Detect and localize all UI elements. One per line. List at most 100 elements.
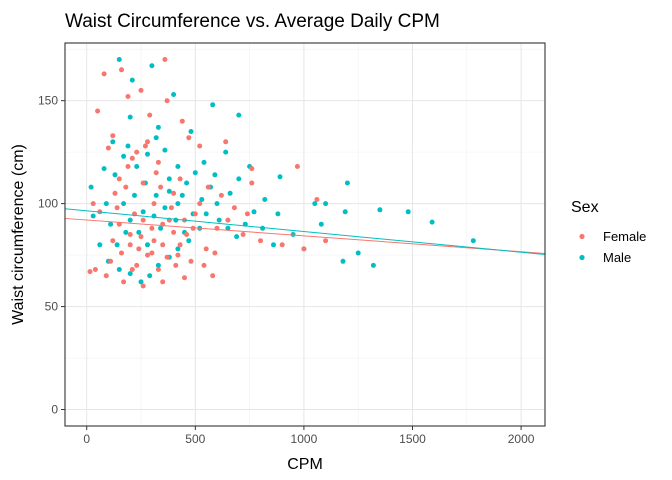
data-point-male [355, 250, 361, 256]
data-point-female [225, 217, 231, 223]
data-point-female [127, 232, 133, 237]
data-point-male [312, 201, 318, 207]
data-point-male [125, 143, 131, 149]
chart-title: Waist Circumference vs. Average Daily CP… [65, 11, 440, 32]
data-point-female [160, 242, 166, 248]
data-point-female [155, 267, 161, 272]
data-point-female [231, 205, 237, 211]
data-point-male [103, 201, 109, 207]
data-point-male [251, 209, 257, 215]
data-point-male [216, 217, 222, 223]
data-point-male [145, 151, 150, 157]
data-point-female [249, 180, 255, 186]
x-tick-label: 1000 [291, 432, 318, 446]
data-point-male [214, 201, 220, 207]
data-point-female [95, 108, 101, 114]
data-point-male [212, 172, 218, 178]
data-point-female [294, 164, 300, 169]
data-point-male [210, 102, 216, 108]
data-point-male [470, 238, 476, 244]
data-point-female [142, 143, 148, 149]
data-point-female [129, 267, 135, 272]
data-point-female [184, 232, 190, 237]
data-point-female [153, 170, 159, 176]
data-point-male [166, 188, 172, 194]
data-point-male [145, 242, 150, 248]
data-point-female [177, 176, 183, 182]
data-point-male [162, 147, 168, 153]
data-point-female [119, 67, 124, 73]
data-point-male [88, 184, 94, 190]
data-point-female [279, 242, 285, 248]
data-point-male [175, 164, 181, 169]
data-point-male [116, 57, 122, 62]
ticks-layer: 0 500 1000 1500 2000 0 50 100 150 [38, 94, 535, 446]
data-point-female [145, 139, 150, 145]
data-point-female [145, 252, 150, 258]
data-point-female [147, 112, 153, 118]
data-point-female [127, 242, 133, 248]
data-point-female [203, 246, 209, 252]
data-point-male [234, 234, 240, 240]
trend-line-female [64, 217, 546, 254]
data-point-male [101, 166, 107, 172]
x-axis-title: CPM [287, 456, 323, 473]
data-point-male [192, 170, 198, 176]
data-point-male [225, 225, 231, 231]
data-point-female [223, 139, 229, 145]
data-point-female [92, 267, 98, 272]
data-point-female [210, 273, 216, 279]
data-point-female [171, 229, 177, 235]
data-point-male [140, 209, 146, 215]
data-point-female [149, 225, 155, 231]
data-point-female [110, 133, 116, 139]
data-point-female [112, 190, 118, 196]
data-point-male [184, 180, 190, 186]
data-point-male [260, 225, 266, 231]
data-point-female [103, 273, 109, 279]
data-point-male [188, 129, 194, 134]
data-point-female [160, 279, 166, 285]
data-point-female [173, 262, 179, 268]
data-point-male [136, 229, 142, 235]
data-point-male [405, 209, 411, 215]
y-tick-label: 50 [45, 300, 59, 314]
data-point-female [171, 190, 177, 196]
x-tick-label: 500 [185, 432, 205, 446]
legend-label-female: Female [603, 229, 646, 244]
y-tick-label: 0 [51, 403, 58, 417]
data-point-female [158, 184, 164, 190]
data-point-male [323, 201, 329, 207]
data-point-female [138, 234, 144, 240]
y-tick-label: 100 [38, 197, 58, 211]
data-point-male [175, 246, 181, 252]
data-point-female [125, 164, 131, 169]
data-point-male [149, 63, 155, 69]
data-point-male [344, 180, 350, 186]
data-point-male [127, 271, 133, 277]
data-point-male [275, 211, 281, 217]
data-point-female [177, 242, 183, 248]
legend-title: Sex [571, 199, 599, 216]
data-point-female [182, 275, 187, 281]
data-point-female [108, 258, 114, 264]
data-point-male [153, 192, 159, 198]
data-point-female [149, 250, 155, 256]
panel-border [64, 42, 546, 427]
data-point-male [236, 112, 242, 118]
data-point-male [132, 192, 137, 198]
data-point-female [212, 250, 218, 256]
data-point-male [201, 159, 207, 165]
legend-entries: Female Male [579, 229, 646, 265]
data-point-female [301, 246, 307, 252]
data-point-female [134, 262, 140, 268]
trend-layer [64, 208, 546, 255]
data-point-female [258, 238, 263, 244]
data-point-male [162, 205, 168, 211]
data-point-female [192, 211, 198, 217]
data-point-male [114, 242, 120, 248]
data-point-female [129, 155, 135, 161]
data-point-female [168, 205, 174, 211]
data-point-male [127, 217, 133, 223]
data-point-male [203, 211, 209, 217]
